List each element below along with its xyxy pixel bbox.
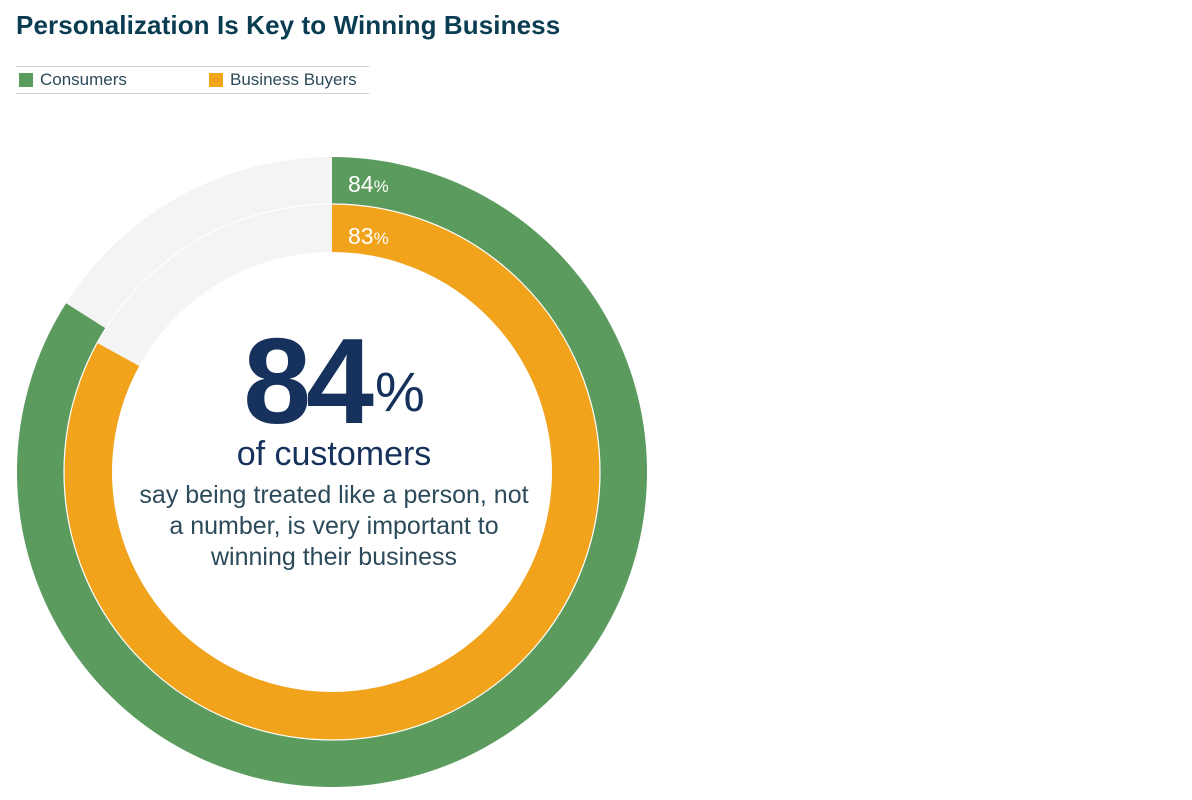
legend-swatch-consumers [19,73,33,87]
ring-remainder-business-buyers [97,203,332,367]
data-label-business-buyers: 83% [348,223,389,249]
ring-separator [63,203,601,741]
center-value: 84 [243,313,374,449]
legend-item-consumers: Consumers [19,70,127,89]
legend-item-business-buyers: Business Buyers [209,70,357,89]
center-callout: 84 % of customers say being treated like… [132,320,536,573]
center-body: say being treated like a person, not a n… [139,481,529,571]
ring-remainder-consumers [66,157,332,329]
legend-label-business-buyers: Business Buyers [230,70,357,89]
data-label-consumers: 84% [348,171,389,197]
center-subhead: of customers [236,435,432,473]
legend-swatch-business-buyers [209,73,223,87]
chart-title: Personalization Is Key to Winning Busine… [16,10,561,40]
center-stat: 84 % [132,320,536,442]
legend: Consumers Business Buyers [16,66,369,94]
center-unit: % [374,360,425,423]
legend-label-consumers: Consumers [40,70,127,89]
